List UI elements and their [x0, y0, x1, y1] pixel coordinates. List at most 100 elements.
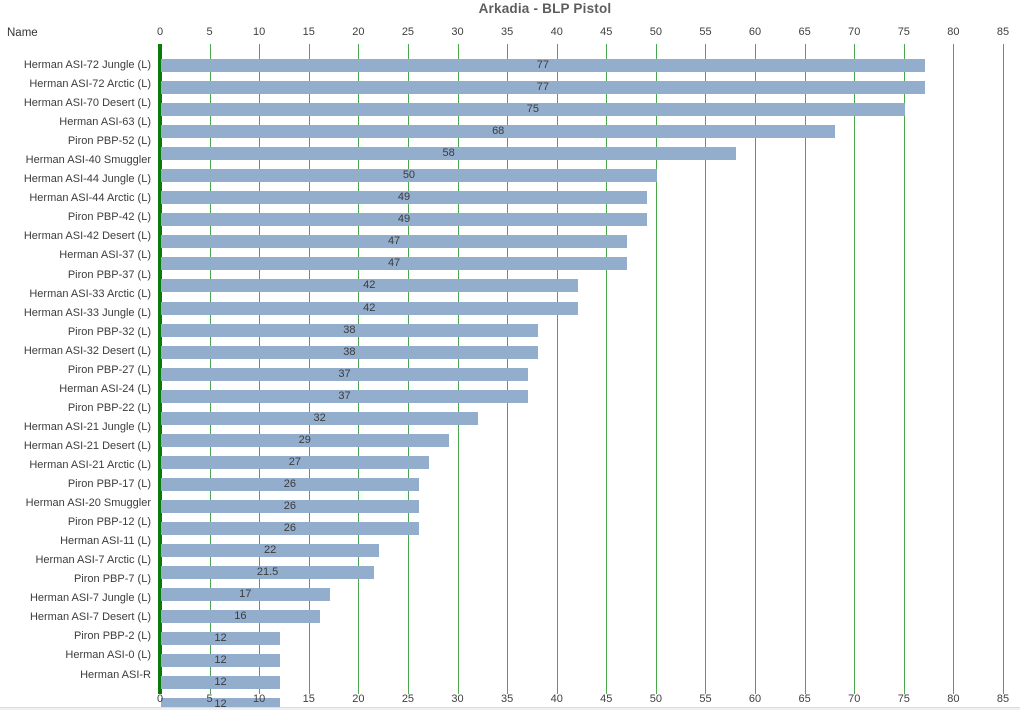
- bar-value-label: 38: [343, 345, 356, 358]
- bar: 49: [161, 213, 647, 227]
- bar-value-label: 22: [263, 544, 277, 557]
- bar-value-label: 21.5: [256, 566, 279, 579]
- bar: 12: [161, 632, 280, 646]
- x-tick-label: 15: [302, 693, 315, 705]
- category-label: Piron PBP-17 (L): [67, 478, 151, 491]
- x-tick-label: 35: [500, 693, 514, 705]
- bar: 26: [161, 521, 419, 535]
- bar-value-label: 27: [288, 455, 301, 468]
- bar-value-label: 49: [397, 191, 411, 204]
- category-label: Piron PBP-32 (L): [67, 325, 151, 338]
- bar-row: 68: [160, 125, 1003, 144]
- category-label: Herman ASI-21 Desert (L): [23, 439, 151, 452]
- bar-value-label: 16: [234, 610, 247, 623]
- bar: 26: [161, 499, 419, 513]
- bar-row: 50: [160, 169, 1003, 188]
- x-tick-label: 75: [897, 693, 910, 705]
- x-tick-label: 40: [550, 693, 563, 705]
- bar-row: 12: [160, 698, 1003, 710]
- bar-value-label: 47: [387, 257, 401, 270]
- gridline: [556, 44, 558, 694]
- gridline: [755, 44, 757, 694]
- bar-value-label: 17: [239, 588, 252, 601]
- bar-value-label: 42: [363, 279, 376, 292]
- bar-value-label: 77: [536, 81, 549, 94]
- bar-row: 32: [160, 411, 1003, 431]
- category-label: Herman ASI-42 Desert (L): [23, 230, 151, 243]
- bar: 77: [161, 59, 925, 72]
- x-tick-label: 15: [302, 26, 315, 38]
- bar: 16: [161, 610, 320, 624]
- bottom-edge-divider: [0, 707, 1020, 710]
- category-label: Herman ASI-44 Arctic (L): [29, 192, 151, 205]
- bar-value-label: 50: [402, 169, 416, 182]
- x-tick-label: 30: [451, 693, 464, 705]
- bar: 26: [161, 477, 419, 491]
- bar-row: 49: [160, 213, 1003, 232]
- bar-row: 42: [160, 279, 1003, 298]
- x-tick-label: 80: [947, 26, 960, 38]
- bar-row: 77: [160, 59, 1003, 78]
- bar-row: 58: [160, 147, 1003, 166]
- bar-value-label: 12: [214, 632, 227, 645]
- bar: 12: [161, 676, 280, 690]
- gridline: [705, 44, 707, 694]
- bar: 58: [161, 147, 737, 161]
- x-tick-label: 50: [649, 26, 662, 38]
- category-label: Herman ASI-21 Arctic (L): [29, 458, 151, 471]
- chart-title: Arkadia - BLP Pistol: [478, 1, 612, 16]
- bar: 21.5: [161, 566, 375, 580]
- bar-value-label: 26: [283, 499, 297, 512]
- bar-value-label: 32: [313, 411, 326, 424]
- x-tick-label: 10: [253, 693, 266, 705]
- category-label: Piron PBP-12 (L): [67, 516, 151, 529]
- gridline: [655, 44, 657, 694]
- x-tick-label: 70: [848, 693, 861, 705]
- category-label: Piron PBP-22 (L): [67, 401, 151, 414]
- category-label: Herman ASI-7 Desert (L): [29, 611, 151, 624]
- x-tick-label: 60: [748, 693, 762, 705]
- bar: 37: [161, 367, 528, 381]
- bar: 27: [161, 455, 429, 469]
- category-label: Piron PBP-42 (L): [67, 211, 151, 224]
- x-tick-label: 45: [600, 693, 613, 705]
- x-tick-label: 60: [748, 26, 762, 38]
- bar: 38: [161, 345, 538, 359]
- x-tick-label: 85: [996, 693, 1010, 705]
- bar-value-label: 29: [298, 433, 311, 446]
- category-label: Herman ASI-21 Jungle (L): [23, 420, 151, 433]
- x-tick-label: 50: [649, 693, 662, 705]
- category-label: Herman ASI-11 (L): [60, 535, 151, 548]
- x-tick-label: 10: [253, 26, 266, 38]
- category-label: Piron PBP-37 (L): [67, 268, 151, 281]
- x-tick-label: 5: [206, 26, 213, 38]
- x-tick-label: 5: [206, 693, 213, 705]
- category-label: Herman ASI-72 Jungle (L): [23, 59, 151, 71]
- bar-value-label: 38: [343, 323, 356, 336]
- bar-value-label: 42: [363, 301, 376, 314]
- bar-row: 38: [160, 323, 1003, 343]
- x-tick-label: 85: [996, 26, 1010, 38]
- bars-plot-area: 77 77 75 68 58 50 49 49 47 47 42 42 38 38 37 37 32 29 27 26…: [160, 56, 1003, 710]
- x-tick-label: 65: [798, 693, 811, 705]
- x-tick-label: 40: [550, 26, 563, 38]
- category-label: Herman ASI-70 Desert (L): [23, 97, 151, 110]
- bar: 17: [161, 588, 330, 602]
- bar: 42: [161, 301, 578, 315]
- bar: 47: [161, 257, 628, 271]
- bar-value-label: 12: [214, 698, 227, 710]
- bar: 50: [161, 169, 657, 183]
- bar-row: 12: [160, 676, 1003, 695]
- bar-row: 47: [160, 257, 1003, 276]
- name-column-header: Name: [7, 27, 38, 39]
- bar-row: 29: [160, 433, 1003, 453]
- bar-value-label: 68: [492, 125, 505, 138]
- bar-value-label: 49: [397, 213, 411, 226]
- bar-value-label: 37: [338, 367, 351, 380]
- bar-row: 38: [160, 345, 1003, 365]
- bar-row: 49: [160, 191, 1003, 210]
- bar-value-label: 77: [536, 59, 549, 71]
- x-tick-label: 55: [699, 693, 712, 705]
- x-tick-label: 25: [401, 26, 415, 38]
